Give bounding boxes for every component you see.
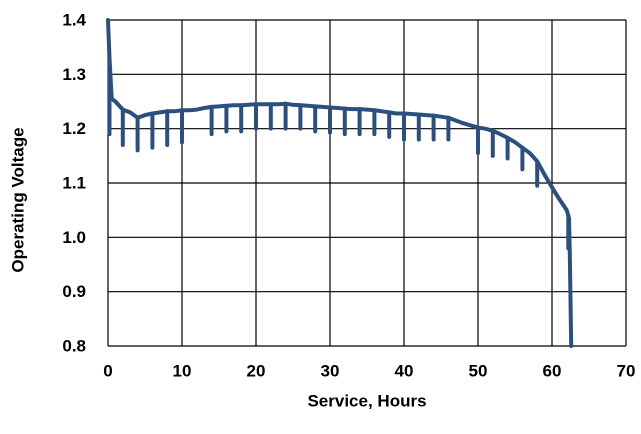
x-tick-label: 40 — [395, 361, 414, 380]
y-axis-label: Operating Voltage — [8, 127, 27, 272]
y-tick-label: 1.3 — [62, 65, 86, 84]
y-tick-label: 1.1 — [62, 173, 86, 192]
y-tick-label: 1.4 — [62, 10, 86, 29]
series-layer — [106, 18, 574, 348]
y-tick-label: 1.2 — [62, 119, 86, 138]
grid — [107, 19, 627, 347]
y-tick-label: 1.0 — [62, 228, 86, 247]
x-tick-label: 50 — [469, 361, 488, 380]
x-tick-label: 10 — [173, 361, 192, 380]
x-tick-label: 20 — [247, 361, 266, 380]
y-tick-label: 0.8 — [62, 336, 86, 355]
x-tick-label: 60 — [543, 361, 562, 380]
x-tick-label: 70 — [617, 361, 636, 380]
y-tick-labels: 0.8 0.9 1.0 1.1 1.2 1.3 1.4 — [62, 10, 86, 355]
y-tick-label: 0.9 — [62, 282, 86, 301]
voltage-line — [106, 18, 574, 348]
x-tick-labels: 0 10 20 30 40 50 60 70 — [103, 361, 635, 380]
x-tick-label: 0 — [103, 361, 112, 380]
x-tick-label: 30 — [321, 361, 340, 380]
x-axis-label: Service, Hours — [307, 391, 426, 410]
